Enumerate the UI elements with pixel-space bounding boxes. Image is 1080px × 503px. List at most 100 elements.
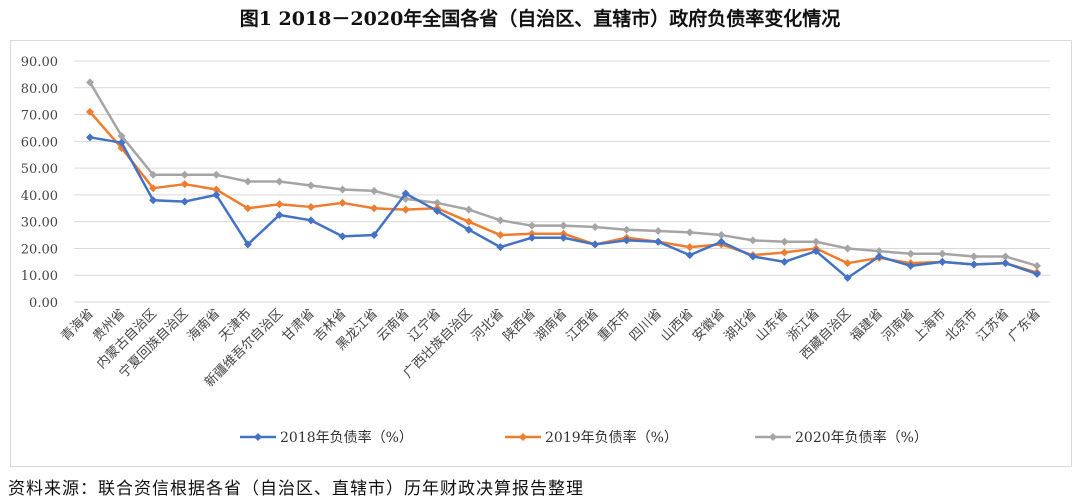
data-point	[338, 232, 347, 241]
data-point	[86, 133, 94, 142]
data-point	[180, 180, 189, 189]
data-point	[969, 252, 978, 261]
data-point	[1001, 259, 1010, 268]
x-tick-label: 湖南省	[531, 306, 570, 345]
legend-marker	[254, 433, 262, 441]
data-point	[86, 107, 94, 116]
data-point	[685, 251, 694, 260]
data-point	[212, 190, 221, 199]
x-tick-label: 重庆市	[595, 306, 634, 345]
data-point	[117, 131, 126, 140]
data-point	[1033, 261, 1041, 270]
data-point	[843, 273, 852, 282]
data-point	[559, 229, 568, 238]
data-point	[591, 223, 600, 232]
data-point	[906, 261, 915, 270]
x-tick-label: 山西省	[658, 306, 696, 344]
data-point	[1033, 269, 1041, 278]
data-point	[370, 231, 379, 240]
data-point	[496, 243, 505, 252]
data-point	[748, 252, 757, 261]
data-point	[717, 231, 726, 240]
data-point	[780, 248, 789, 257]
chart-frame	[10, 40, 1072, 467]
data-point	[212, 185, 221, 194]
data-point	[685, 228, 694, 237]
data-point	[149, 196, 158, 205]
data-point	[117, 138, 126, 147]
y-tick-label: 20.00	[21, 242, 58, 257]
data-point	[370, 204, 379, 213]
legend-label: 2018年负债率（%）	[280, 429, 413, 446]
x-tick-label: 河北省	[469, 306, 507, 344]
y-tick-label: 80.00	[21, 82, 58, 97]
data-point	[559, 221, 568, 230]
data-point	[875, 247, 884, 256]
series-line	[89, 136, 1038, 280]
data-point	[275, 177, 284, 186]
data-point	[559, 233, 568, 242]
data-point	[212, 170, 221, 179]
y-tick-label: 90.00	[21, 55, 58, 70]
data-point	[464, 217, 473, 226]
x-tick-label: 上海市	[910, 306, 949, 345]
y-tick-label: 10.00	[21, 269, 58, 284]
y-tick-label: 0.00	[29, 296, 58, 311]
data-point	[464, 205, 473, 214]
legend-label: 2020年负债率（%）	[795, 429, 928, 446]
x-tick-label: 福建省	[848, 306, 886, 344]
x-tick-label: 安徽省	[690, 306, 728, 344]
data-point	[243, 204, 252, 213]
x-tick-label: 河南省	[879, 306, 918, 345]
data-point	[843, 259, 852, 268]
data-point	[370, 186, 379, 195]
legend-marker	[519, 433, 527, 441]
data-point	[717, 237, 726, 246]
data-point	[654, 237, 663, 246]
data-point	[748, 236, 757, 245]
data-point	[591, 240, 600, 249]
data-point	[1001, 252, 1010, 261]
x-tick-label: 广东省	[1006, 306, 1044, 344]
data-point	[243, 177, 252, 186]
x-tick-label: 江苏省	[973, 306, 1012, 345]
data-point	[180, 197, 189, 206]
data-point	[685, 243, 694, 252]
y-tick-label: 30.00	[21, 216, 58, 231]
x-tick-label: 湖北省	[722, 306, 760, 344]
data-point	[306, 202, 315, 211]
x-tick-label: 山东省	[753, 306, 791, 344]
data-point	[654, 227, 663, 236]
y-tick-label: 70.00	[21, 109, 58, 124]
y-tick-label: 50.00	[21, 162, 58, 177]
data-point	[527, 221, 536, 230]
x-tick-label: 甘肃省	[280, 306, 318, 344]
data-point	[622, 236, 631, 245]
y-tick-label: 60.00	[21, 135, 58, 150]
legend-label: 2019年负债率（%）	[545, 429, 678, 446]
data-point	[496, 216, 505, 225]
data-point	[464, 225, 473, 234]
data-point	[812, 237, 821, 246]
data-point	[306, 216, 315, 225]
data-point	[243, 240, 252, 249]
x-tick-label: 海南省	[184, 306, 223, 345]
data-point	[527, 229, 536, 238]
data-point	[938, 249, 947, 258]
data-point	[527, 233, 536, 242]
data-point	[780, 237, 789, 246]
y-tick-label: 40.00	[21, 189, 58, 204]
data-point	[306, 181, 315, 190]
data-point	[812, 247, 821, 256]
data-point	[149, 170, 158, 179]
data-point	[401, 189, 410, 198]
data-point	[843, 244, 852, 253]
data-point	[149, 184, 158, 193]
data-point	[875, 252, 884, 261]
data-point	[275, 210, 284, 219]
data-point	[401, 205, 410, 214]
data-point	[433, 198, 442, 207]
x-tick-label: 四川省	[627, 306, 665, 344]
data-point	[780, 257, 789, 266]
